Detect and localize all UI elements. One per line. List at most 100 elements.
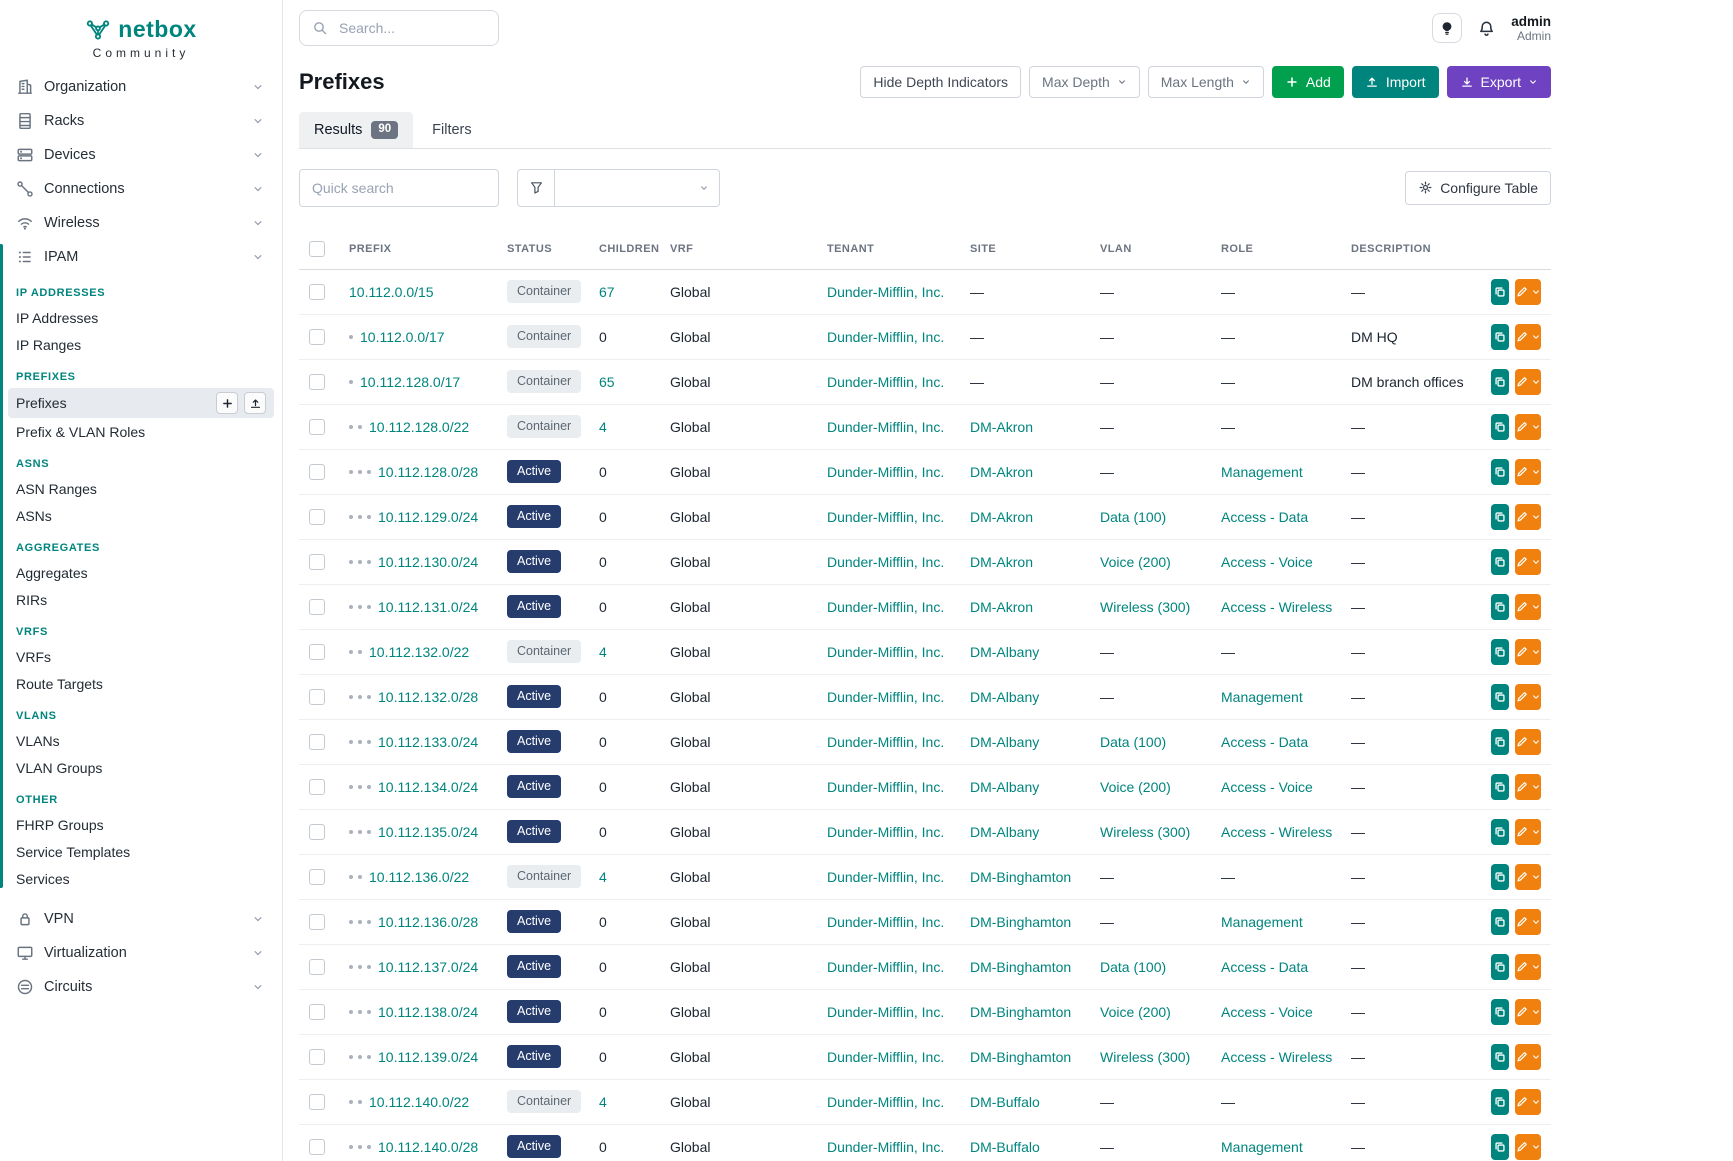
tenant-link[interactable]: Dunder-Mifflin, Inc. [827,418,945,435]
prefix-link[interactable]: 10.112.129.0/24 [378,508,479,525]
row-checkbox[interactable] [309,554,325,571]
sidebar-item-virtualization[interactable]: Virtualization [12,936,270,970]
role-link[interactable]: Access - Voice [1221,553,1313,570]
prefix-link[interactable]: 10.112.140.0/28 [378,1138,479,1155]
sidebar-item-route-targets[interactable]: Route Targets [8,670,274,697]
vlan-link[interactable]: Data (100) [1100,508,1167,525]
copy-button[interactable] [1491,908,1509,935]
edit-button[interactable] [1514,593,1541,620]
row-checkbox[interactable] [309,824,325,841]
tenant-link[interactable]: Dunder-Mifflin, Inc. [827,868,945,885]
tenant-link[interactable]: Dunder-Mifflin, Inc. [827,1093,945,1110]
site-link[interactable]: DM-Akron [970,598,1034,615]
role-link[interactable]: Access - Voice [1221,778,1313,795]
copy-button[interactable] [1491,368,1509,395]
edit-button[interactable] [1514,503,1541,530]
sidebar-item-ipam[interactable]: IPAM [12,240,270,274]
tenant-link[interactable]: Dunder-Mifflin, Inc. [827,373,945,390]
role-link[interactable]: Management [1221,463,1303,480]
prefix-link[interactable]: 10.112.128.0/22 [369,418,470,435]
site-link[interactable]: DM-Binghamton [970,1048,1072,1065]
copy-button[interactable] [1491,773,1509,800]
copy-button[interactable] [1491,728,1509,755]
copy-button[interactable] [1491,683,1509,710]
row-checkbox[interactable] [309,599,325,616]
role-link[interactable]: Access - Data [1221,733,1309,750]
tenant-link[interactable]: Dunder-Mifflin, Inc. [827,328,945,345]
column-header-prefix[interactable]: PREFIX [339,228,497,270]
copy-button[interactable] [1491,503,1509,530]
sidebar-add-button[interactable] [216,392,238,414]
tenant-link[interactable]: Dunder-Mifflin, Inc. [827,1138,945,1155]
row-checkbox[interactable] [309,464,325,481]
max-depth-dropdown[interactable]: Max Depth [1029,66,1140,98]
prefix-link[interactable]: 10.112.140.0/22 [369,1093,470,1110]
import-button[interactable]: Import [1351,66,1439,98]
vlan-link[interactable]: Voice (200) [1100,778,1171,795]
edit-button[interactable] [1514,1088,1541,1115]
tenant-link[interactable]: Dunder-Mifflin, Inc. [827,688,945,705]
tenant-link[interactable]: Dunder-Mifflin, Inc. [827,823,945,840]
copy-button[interactable] [1491,818,1509,845]
export-dropdown[interactable]: Export [1446,66,1551,98]
sidebar-item-vlans[interactable]: VLANs [8,727,274,754]
site-link[interactable]: DM-Binghamton [970,1003,1072,1020]
prefix-link[interactable]: 10.112.0.0/17 [360,328,445,345]
column-header-status[interactable]: STATUS [497,228,589,270]
row-checkbox[interactable] [309,1049,325,1066]
tenant-link[interactable]: Dunder-Mifflin, Inc. [827,913,945,930]
copy-button[interactable] [1491,548,1509,575]
row-checkbox[interactable] [309,329,325,346]
copy-button[interactable] [1491,998,1509,1025]
edit-button[interactable] [1514,323,1541,350]
edit-button[interactable] [1514,683,1541,710]
tenant-link[interactable]: Dunder-Mifflin, Inc. [827,1048,945,1065]
global-search[interactable] [299,10,499,46]
site-link[interactable]: DM-Binghamton [970,958,1072,975]
vlan-link[interactable]: Wireless (300) [1100,823,1191,840]
edit-button[interactable] [1514,908,1541,935]
edit-button[interactable] [1514,278,1541,305]
tab-filters[interactable]: Filters [417,112,486,148]
row-checkbox[interactable] [309,914,325,931]
children-link[interactable]: 65 [599,373,615,390]
hide-depth-indicators-button[interactable]: Hide Depth Indicators [860,66,1022,98]
vlan-link[interactable]: Data (100) [1100,733,1167,750]
tab-results[interactable]: Results 90 [299,112,414,148]
site-link[interactable]: DM-Akron [970,463,1034,480]
prefix-link[interactable]: 10.112.134.0/24 [378,778,479,795]
copy-button[interactable] [1491,593,1509,620]
sidebar-item-vpn[interactable]: VPN [12,902,270,936]
copy-button[interactable] [1491,1088,1509,1115]
tenant-link[interactable]: Dunder-Mifflin, Inc. [827,463,945,480]
configure-table-button[interactable]: Configure Table [1405,170,1551,205]
sidebar-item-devices[interactable]: Devices [12,138,270,172]
site-link[interactable]: DM-Binghamton [970,913,1072,930]
site-link[interactable]: DM-Akron [970,508,1034,525]
theme-toggle-button[interactable] [1432,13,1463,43]
role-link[interactable]: Management [1221,1138,1303,1155]
site-link[interactable]: DM-Buffalo [970,1138,1040,1155]
column-header-vlan[interactable]: VLAN [1090,228,1211,270]
tenant-link[interactable]: Dunder-Mifflin, Inc. [827,283,945,300]
prefix-link[interactable]: 10.112.132.0/22 [369,643,470,660]
site-link[interactable]: DM-Albany [970,733,1040,750]
row-checkbox[interactable] [309,869,325,886]
row-checkbox[interactable] [309,734,325,751]
row-checkbox[interactable] [309,959,325,976]
sidebar-item-racks[interactable]: Racks [12,104,270,138]
copy-button[interactable] [1491,638,1509,665]
vlan-link[interactable]: Voice (200) [1100,553,1171,570]
site-link[interactable]: DM-Albany [970,643,1040,660]
row-checkbox[interactable] [309,374,325,391]
sidebar-item-prefixes[interactable]: Prefixes [8,388,274,418]
row-checkbox[interactable] [309,1094,325,1111]
sidebar-item-asns[interactable]: ASNs [8,502,274,529]
prefix-link[interactable]: 10.112.128.0/17 [360,373,461,390]
edit-button[interactable] [1514,818,1541,845]
user-menu[interactable]: admin Admin [1511,14,1551,43]
tenant-link[interactable]: Dunder-Mifflin, Inc. [827,643,945,660]
role-link[interactable]: Access - Wireless [1221,598,1333,615]
prefix-link[interactable]: 10.112.137.0/24 [378,958,479,975]
edit-button[interactable] [1514,638,1541,665]
